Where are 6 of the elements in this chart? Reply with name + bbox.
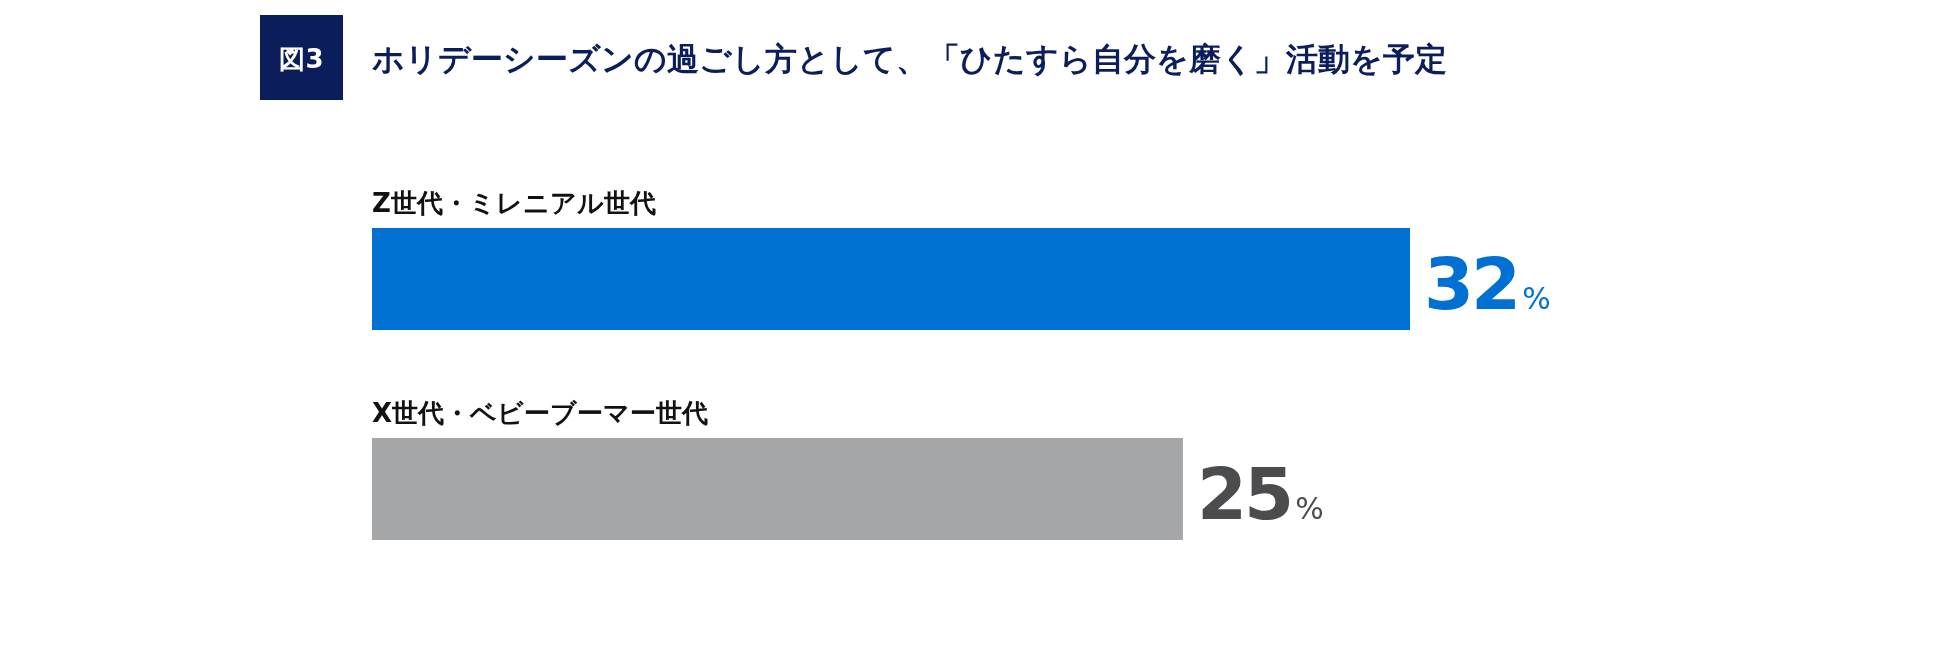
y-tick-label: X世代・ベビーブーマー世代 (372, 398, 709, 428)
chart-title: ホリデーシーズンの過ごし方として、「ひたすら自分を磨く」活動を予定 (372, 40, 1447, 78)
caption: 図3 (279, 44, 324, 74)
data-label: 25% (1196, 452, 1324, 536)
y-tick-label: Z世代・ミレニアル世代 (372, 188, 656, 218)
data-label: 32% (1424, 242, 1551, 326)
